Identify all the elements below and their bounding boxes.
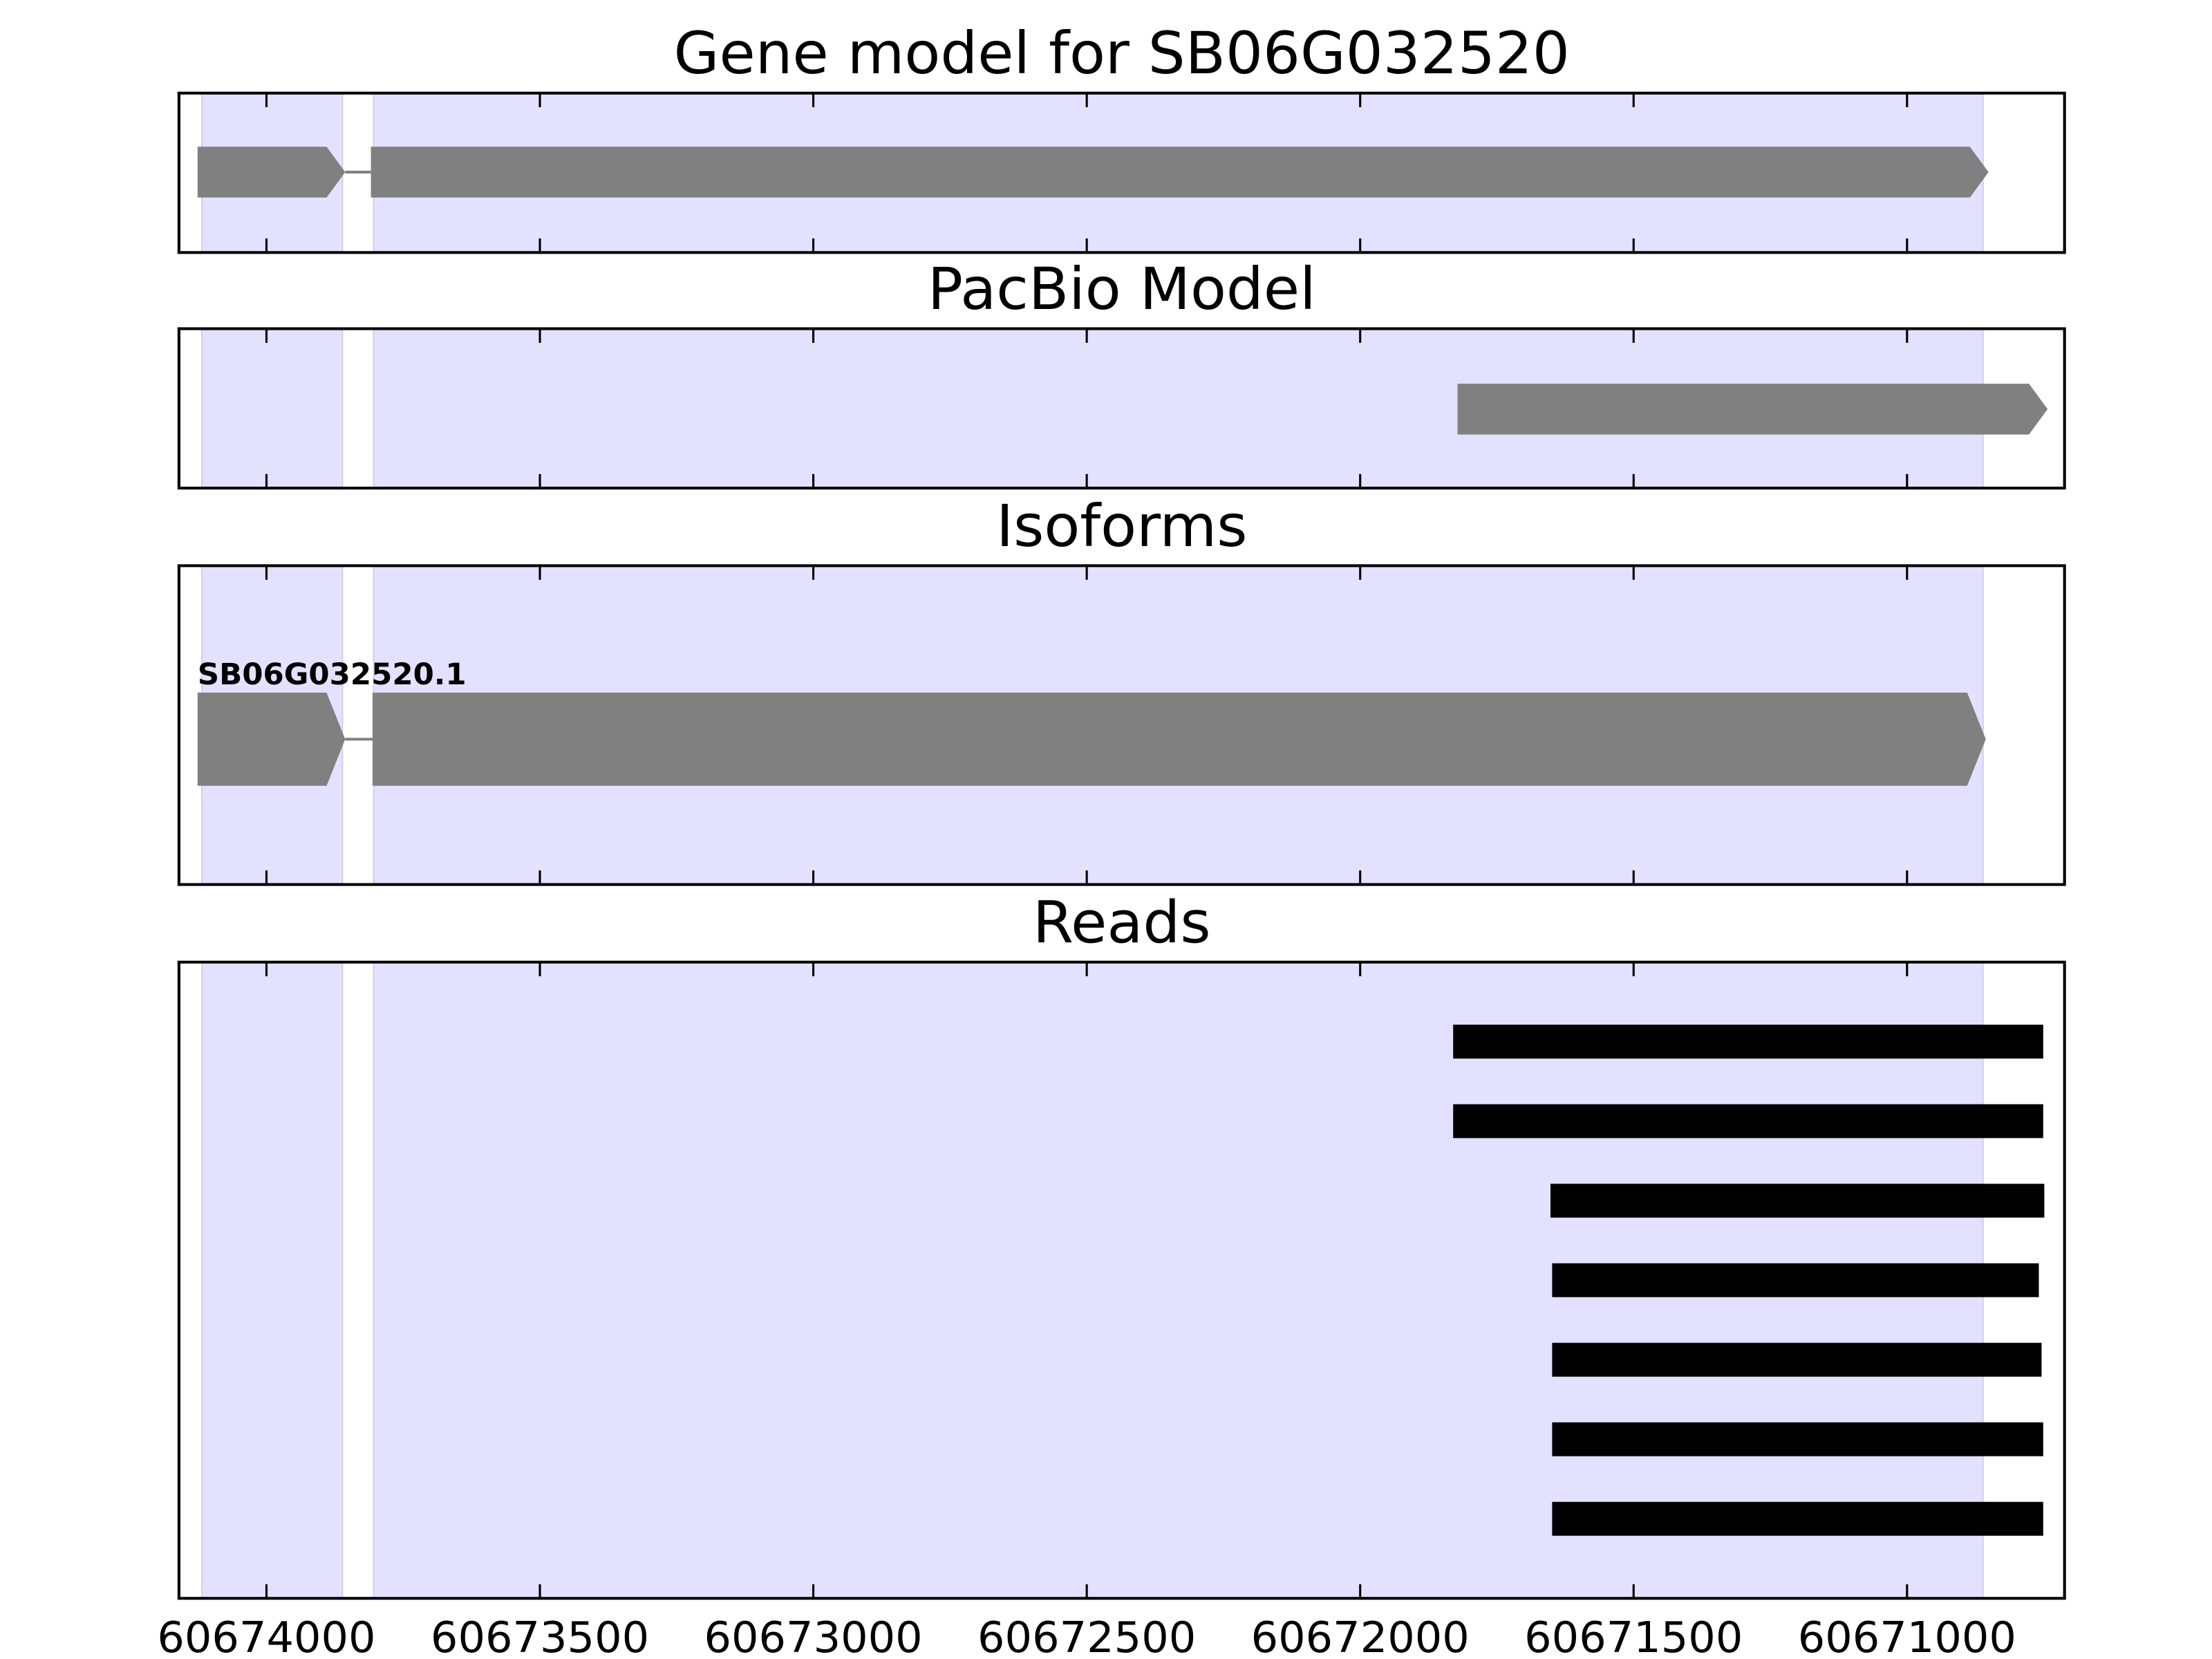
exon: [197, 693, 346, 786]
read: [1552, 1501, 2043, 1536]
read: [1552, 1422, 2043, 1456]
exon: [372, 693, 1986, 786]
panel-title: Reads: [1033, 889, 1211, 956]
read: [1550, 1183, 2045, 1218]
x-tick-label: 60673500: [431, 1613, 649, 1659]
read: [1453, 1104, 2043, 1138]
exon-highlight: [201, 328, 344, 489]
panel-frame: [177, 564, 2066, 886]
read: [1453, 1024, 2043, 1059]
read: [1552, 1263, 2039, 1297]
panel-frame: [177, 960, 2066, 1600]
exon: [197, 147, 346, 198]
x-tick-label: 60674000: [157, 1613, 375, 1659]
panel-title: Isoforms: [996, 492, 1247, 559]
exon: [1457, 384, 2048, 435]
read: [1552, 1342, 2042, 1377]
x-tick-label: 60672000: [1251, 1613, 1470, 1659]
panel-title: PacBio Model: [928, 256, 1316, 323]
panel-title: Gene model for SB06G032520: [674, 20, 1570, 87]
x-tick-label: 60673000: [704, 1613, 922, 1659]
x-tick-label: 60672500: [977, 1613, 1196, 1659]
x-tick-label: 60671000: [1798, 1613, 2016, 1659]
panel-frame: [177, 91, 2066, 254]
isoform-label: SB06G032520.1: [198, 657, 467, 692]
exon: [371, 147, 1989, 198]
panel-frame: [177, 327, 2066, 490]
x-tick-label: 60671500: [1524, 1613, 1743, 1659]
exon-highlight: [201, 961, 344, 1600]
